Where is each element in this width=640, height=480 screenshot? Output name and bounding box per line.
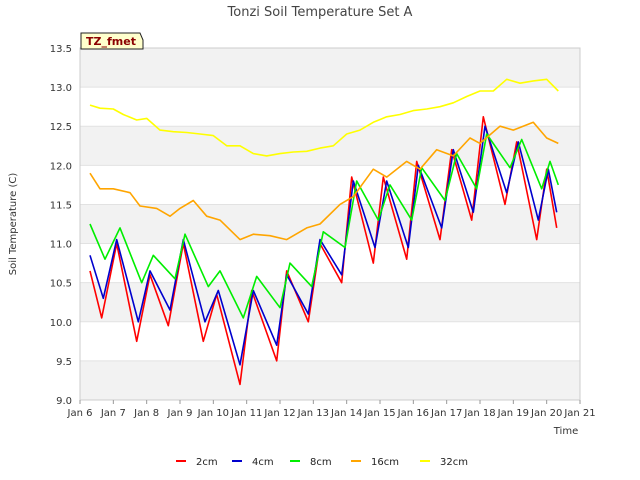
- series-line-8cm: [89, 133, 560, 319]
- x-tick-label: Jan 11: [230, 408, 262, 419]
- badge-label: TZ_fmet: [86, 35, 136, 48]
- legend: 2cm 4cm 8cm 16cm 32cm: [176, 457, 468, 468]
- y-tick-label: 10.0: [50, 318, 72, 329]
- legend-label-2cm: 2cm: [196, 457, 218, 468]
- x-tick-label: Jan 19: [497, 408, 529, 419]
- y-tick-label: 13.5: [50, 44, 72, 55]
- x-tick-label: Jan 16: [397, 408, 429, 419]
- y-tick-label: 11.0: [50, 240, 72, 251]
- y-axis-ticks: 9.0 9.5 10.0 10.5 11.0 11.5 12.0 12.5 13.0 13.5: [50, 44, 72, 407]
- data-series: [89, 78, 560, 386]
- station-badge: TZ_fmet: [80, 32, 144, 50]
- chart-title: Tonzi Soil Temperature Set A: [227, 5, 413, 20]
- y-tick-label: 9.0: [56, 396, 72, 407]
- x-tick-label: Jan 17: [430, 408, 462, 419]
- x-axis-title: Time: [553, 426, 578, 437]
- legend-label-4cm: 4cm: [252, 457, 274, 468]
- x-tick-label: Jan 7: [100, 408, 126, 419]
- band: [80, 204, 580, 244]
- y-tick-label: 9.5: [56, 357, 72, 368]
- y-tick-label: 10.5: [50, 279, 72, 290]
- y-axis-title: Soil Temperature (C): [8, 173, 19, 276]
- plot-frame: [79, 47, 581, 401]
- series-line-32cm: [89, 78, 559, 157]
- band: [80, 48, 580, 88]
- y-tick-label: 12.5: [50, 122, 72, 133]
- x-tick-label: Jan 6: [67, 408, 93, 419]
- x-tick-label: Jan 14: [330, 408, 362, 419]
- x-axis-ticks: Jan 6 Jan 7 Jan 8 Jan 9 Jan 10 Jan 11 Jan 12 Ja…: [67, 400, 596, 419]
- y-tick-label: 12.0: [50, 161, 72, 172]
- x-tick-label: Jan 10: [197, 408, 229, 419]
- x-tick-label: Jan 21: [563, 408, 595, 419]
- x-tick-label: Jan 15: [363, 408, 395, 419]
- legend-label-16cm: 16cm: [371, 457, 399, 468]
- x-tick-label: Jan 8: [133, 408, 159, 419]
- legend-label-32cm: 32cm: [440, 457, 468, 468]
- x-tick-label: Jan 13: [297, 408, 329, 419]
- band: [80, 282, 580, 322]
- y-tick-label: 11.5: [50, 200, 72, 211]
- badge-shape: [80, 32, 144, 50]
- series-line-16cm: [89, 121, 559, 241]
- y-tick-label: 13.0: [50, 83, 72, 94]
- x-tick-label: Jan 20: [530, 408, 562, 419]
- legend-label-8cm: 8cm: [310, 457, 332, 468]
- x-tick-label: Jan 18: [463, 408, 495, 419]
- x-tick-label: Jan 9: [167, 408, 193, 419]
- band: [80, 360, 580, 400]
- background-bands: [80, 48, 580, 400]
- x-tick-label: Jan 12: [263, 408, 295, 419]
